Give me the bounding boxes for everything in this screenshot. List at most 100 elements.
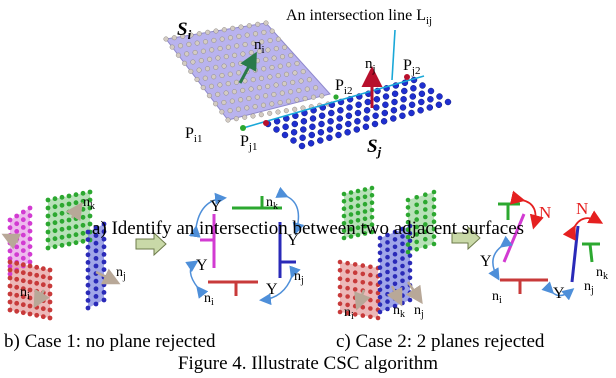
blue-point <box>377 243 383 248</box>
si-point <box>283 71 290 77</box>
red-point <box>360 271 366 277</box>
green-point <box>87 189 93 195</box>
si-point <box>236 33 242 39</box>
sj-point <box>281 131 289 139</box>
si-point <box>267 110 273 116</box>
green-point <box>369 222 375 227</box>
si-point <box>204 66 211 72</box>
green-point <box>355 218 361 223</box>
si-point <box>294 60 300 67</box>
green-point <box>431 219 437 224</box>
blue-point <box>101 297 107 303</box>
sj-point <box>418 90 426 98</box>
blue-point <box>392 274 398 279</box>
si-point <box>200 85 206 91</box>
magenta-point <box>7 263 13 269</box>
red-point <box>14 308 20 314</box>
magenta-point <box>7 240 13 246</box>
blue-point <box>407 275 413 281</box>
green-point <box>405 220 411 225</box>
red-point <box>337 276 343 282</box>
sj-point <box>381 109 389 117</box>
c-label-n-right: N <box>576 199 588 218</box>
sj-point <box>427 87 435 95</box>
sj-point <box>426 104 434 111</box>
blue-point <box>385 247 390 253</box>
green-point <box>369 215 375 220</box>
si-point <box>227 108 233 114</box>
si-point <box>248 86 254 92</box>
green-point <box>431 212 437 217</box>
green-point <box>341 228 347 233</box>
si-point <box>250 40 256 46</box>
red-point <box>352 312 358 317</box>
blue-point <box>85 298 91 303</box>
green-point <box>348 226 354 232</box>
green-point <box>341 199 347 204</box>
red-point <box>352 287 358 292</box>
red-point <box>345 294 350 299</box>
si-point <box>313 85 319 91</box>
label-pj1: Pj1 <box>240 133 257 153</box>
green-point <box>362 201 368 207</box>
si-point <box>213 101 219 107</box>
si-point <box>269 64 275 71</box>
green-point <box>405 227 411 232</box>
si-point <box>223 90 229 96</box>
red-point <box>368 314 373 320</box>
red-point <box>7 291 13 297</box>
si-point <box>219 109 225 115</box>
magenta-point <box>20 240 26 246</box>
green-point <box>73 232 79 238</box>
sj-point <box>382 101 389 109</box>
blue-point <box>392 229 398 235</box>
green-point <box>45 213 51 219</box>
red-point <box>27 287 33 293</box>
si-point <box>227 71 233 77</box>
si-point <box>282 44 288 50</box>
magenta-point <box>20 248 26 254</box>
blue-point <box>385 284 390 290</box>
si-point <box>288 89 294 95</box>
si-point <box>275 36 281 42</box>
green-point <box>362 231 368 236</box>
green-point <box>369 193 375 198</box>
green-point <box>431 226 437 232</box>
blue-point <box>85 237 91 243</box>
sj-point <box>300 126 307 133</box>
blue-point <box>385 232 390 238</box>
green-point <box>87 197 93 203</box>
blue-point <box>377 287 383 293</box>
sj-point <box>326 134 333 142</box>
green-point <box>80 238 86 244</box>
magenta-point <box>27 213 33 219</box>
magenta-point <box>14 229 20 234</box>
green-point <box>355 188 361 194</box>
si-point <box>265 83 271 89</box>
si-point <box>265 47 271 53</box>
red-point <box>7 283 13 289</box>
si-point <box>290 79 296 85</box>
red-point <box>7 275 13 281</box>
si-point <box>250 77 256 83</box>
sj-point <box>372 112 379 120</box>
sj-point <box>309 123 316 131</box>
red-point <box>20 270 26 276</box>
si-point <box>310 94 317 100</box>
red-point <box>368 272 373 278</box>
si-point <box>275 109 281 115</box>
green-point <box>414 232 420 237</box>
si-point <box>258 112 264 118</box>
si-point <box>273 82 279 88</box>
curved-arrow-bl <box>185 260 209 299</box>
c-label-y-bottom: Y <box>553 285 565 302</box>
red-point <box>34 288 40 294</box>
blue-point <box>101 244 107 250</box>
si-point <box>234 43 240 49</box>
si-point <box>252 104 258 110</box>
blue-point <box>85 229 91 235</box>
sj-point <box>427 96 434 103</box>
sj-point <box>400 96 407 103</box>
label-nj: nj <box>365 56 376 75</box>
green-point <box>405 197 411 203</box>
